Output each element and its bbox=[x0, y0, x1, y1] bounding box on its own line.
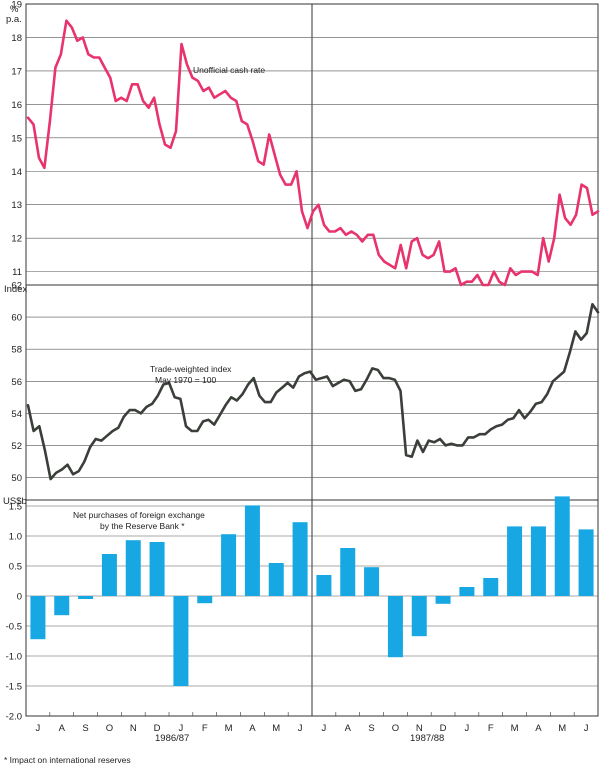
ytick-p1-0: 11 bbox=[12, 267, 22, 278]
year-label-2: 1987/88 bbox=[410, 733, 444, 744]
xtick-month-8: M bbox=[225, 723, 233, 734]
cash-rate-line bbox=[26, 19, 600, 287]
bar-J-6 bbox=[173, 596, 189, 686]
xtick-month-7: F bbox=[202, 723, 208, 734]
panel1-unit-label: p.a. bbox=[6, 14, 22, 25]
bar-S-2 bbox=[78, 596, 94, 599]
bar-D-17 bbox=[435, 596, 451, 604]
twi-line bbox=[26, 303, 600, 481]
panel1-unit-top: % bbox=[10, 4, 19, 15]
twi-annotation: Trade-weighted index bbox=[150, 364, 232, 374]
xtick-month-21: A bbox=[535, 723, 542, 734]
bar-D-5 bbox=[149, 542, 165, 596]
twi-base-annotation: May 1970 = 100 bbox=[155, 375, 216, 385]
cash-rate-annotation: Unofficial cash rate bbox=[193, 65, 265, 75]
xtick-month-15: O bbox=[392, 723, 399, 734]
bar-A-13 bbox=[340, 548, 356, 596]
ytick-p3-6: -1.5 bbox=[6, 682, 22, 693]
xtick-month-6: J bbox=[179, 723, 184, 734]
ytick-p2-3: 56 bbox=[11, 377, 22, 388]
xtick-month-4: N bbox=[130, 723, 137, 734]
bar-N-16 bbox=[411, 596, 427, 637]
bar-J-11 bbox=[292, 522, 308, 596]
xtick-month-11: J bbox=[298, 723, 303, 734]
xtick-month-9: A bbox=[249, 723, 256, 734]
xtick-month-22: M bbox=[558, 723, 566, 734]
bar-O-3 bbox=[101, 554, 117, 596]
xtick-month-14: S bbox=[368, 723, 374, 734]
ytick-p1-5: 16 bbox=[11, 100, 22, 111]
bar-J-0 bbox=[30, 596, 46, 640]
ytick-p2-6: 62 bbox=[11, 281, 22, 292]
xtick-month-0: J bbox=[36, 723, 41, 734]
bar-A-1 bbox=[54, 596, 70, 616]
ytick-p3-5: -1.0 bbox=[6, 652, 22, 663]
ytick-p1-7: 18 bbox=[11, 33, 22, 44]
ytick-p1-4: 15 bbox=[11, 133, 22, 144]
bar-A-9 bbox=[244, 505, 260, 596]
bar-A-21 bbox=[530, 526, 546, 596]
year-label-1: 1986/87 bbox=[155, 733, 189, 744]
line-series bbox=[26, 19, 600, 481]
bar-N-4 bbox=[125, 540, 141, 596]
bar-M-22 bbox=[554, 496, 570, 596]
tick-labels: 11 12 13 14 15 16 17 18 19 50 52 54 56 58 60 62 1.5 1.0 0.… bbox=[6, 0, 589, 734]
ytick-p2-5: 60 bbox=[11, 313, 22, 324]
bar-M-10 bbox=[268, 563, 284, 596]
panel3-unit-label: US$b bbox=[3, 496, 27, 507]
ytick-p1-3: 14 bbox=[11, 167, 22, 178]
bar-series bbox=[30, 496, 594, 686]
ytick-p2-4: 58 bbox=[11, 345, 22, 356]
panel2-unit-label: Index bbox=[4, 284, 27, 295]
fx-annotation-2: by the Reserve Bank * bbox=[100, 521, 185, 531]
bar-M-20 bbox=[507, 526, 523, 596]
ytick-p3-1: 1.0 bbox=[9, 532, 22, 543]
bar-M-8 bbox=[221, 534, 237, 596]
gridlines bbox=[26, 37, 598, 687]
axis-labels: % p.a. Index US$b Unofficial cash rate T… bbox=[3, 4, 444, 765]
ytick-p3-3: 0 bbox=[17, 592, 22, 603]
bar-J-12 bbox=[316, 575, 332, 596]
xtick-month-17: D bbox=[440, 723, 447, 734]
ytick-p3-2: 0.5 bbox=[9, 562, 22, 573]
fx-annotation: Net purchases of foreign exchange bbox=[73, 510, 205, 520]
ytick-p3-7: -2.0 bbox=[6, 712, 22, 723]
ytick-p1-2: 13 bbox=[11, 200, 22, 211]
chart-frame bbox=[25, 3, 599, 717]
ytick-p1-8: 19 bbox=[11, 0, 22, 11]
bar-F-19 bbox=[483, 578, 499, 596]
bar-J-18 bbox=[459, 587, 475, 596]
bar-J-23 bbox=[578, 529, 594, 596]
bar-F-7 bbox=[197, 596, 213, 604]
xtick-month-10: M bbox=[272, 723, 280, 734]
xtick-month-3: O bbox=[106, 723, 113, 734]
ytick-p3-0: 1.5 bbox=[9, 502, 22, 513]
xtick-month-1: A bbox=[59, 723, 66, 734]
bar-O-15 bbox=[387, 596, 403, 658]
xtick-month-2: S bbox=[82, 723, 88, 734]
xtick-month-18: J bbox=[465, 723, 470, 734]
ytick-p2-0: 50 bbox=[11, 473, 22, 484]
xtick-month-16: N bbox=[416, 723, 423, 734]
ytick-p1-1: 12 bbox=[11, 234, 22, 245]
footnote: * Impact on international reserves bbox=[4, 755, 131, 765]
bar-S-14 bbox=[364, 567, 380, 596]
ytick-p1-6: 17 bbox=[11, 66, 22, 77]
ytick-p2-2: 54 bbox=[11, 409, 22, 420]
xtick-month-19: F bbox=[488, 723, 494, 734]
ytick-p3-4: -0.5 bbox=[6, 622, 22, 633]
xtick-month-23: J bbox=[584, 723, 589, 734]
ytick-p2-1: 52 bbox=[11, 441, 22, 452]
xtick-month-5: D bbox=[154, 723, 161, 734]
xtick-month-12: J bbox=[322, 723, 327, 734]
xtick-month-20: M bbox=[511, 723, 519, 734]
xtick-month-13: A bbox=[345, 723, 352, 734]
